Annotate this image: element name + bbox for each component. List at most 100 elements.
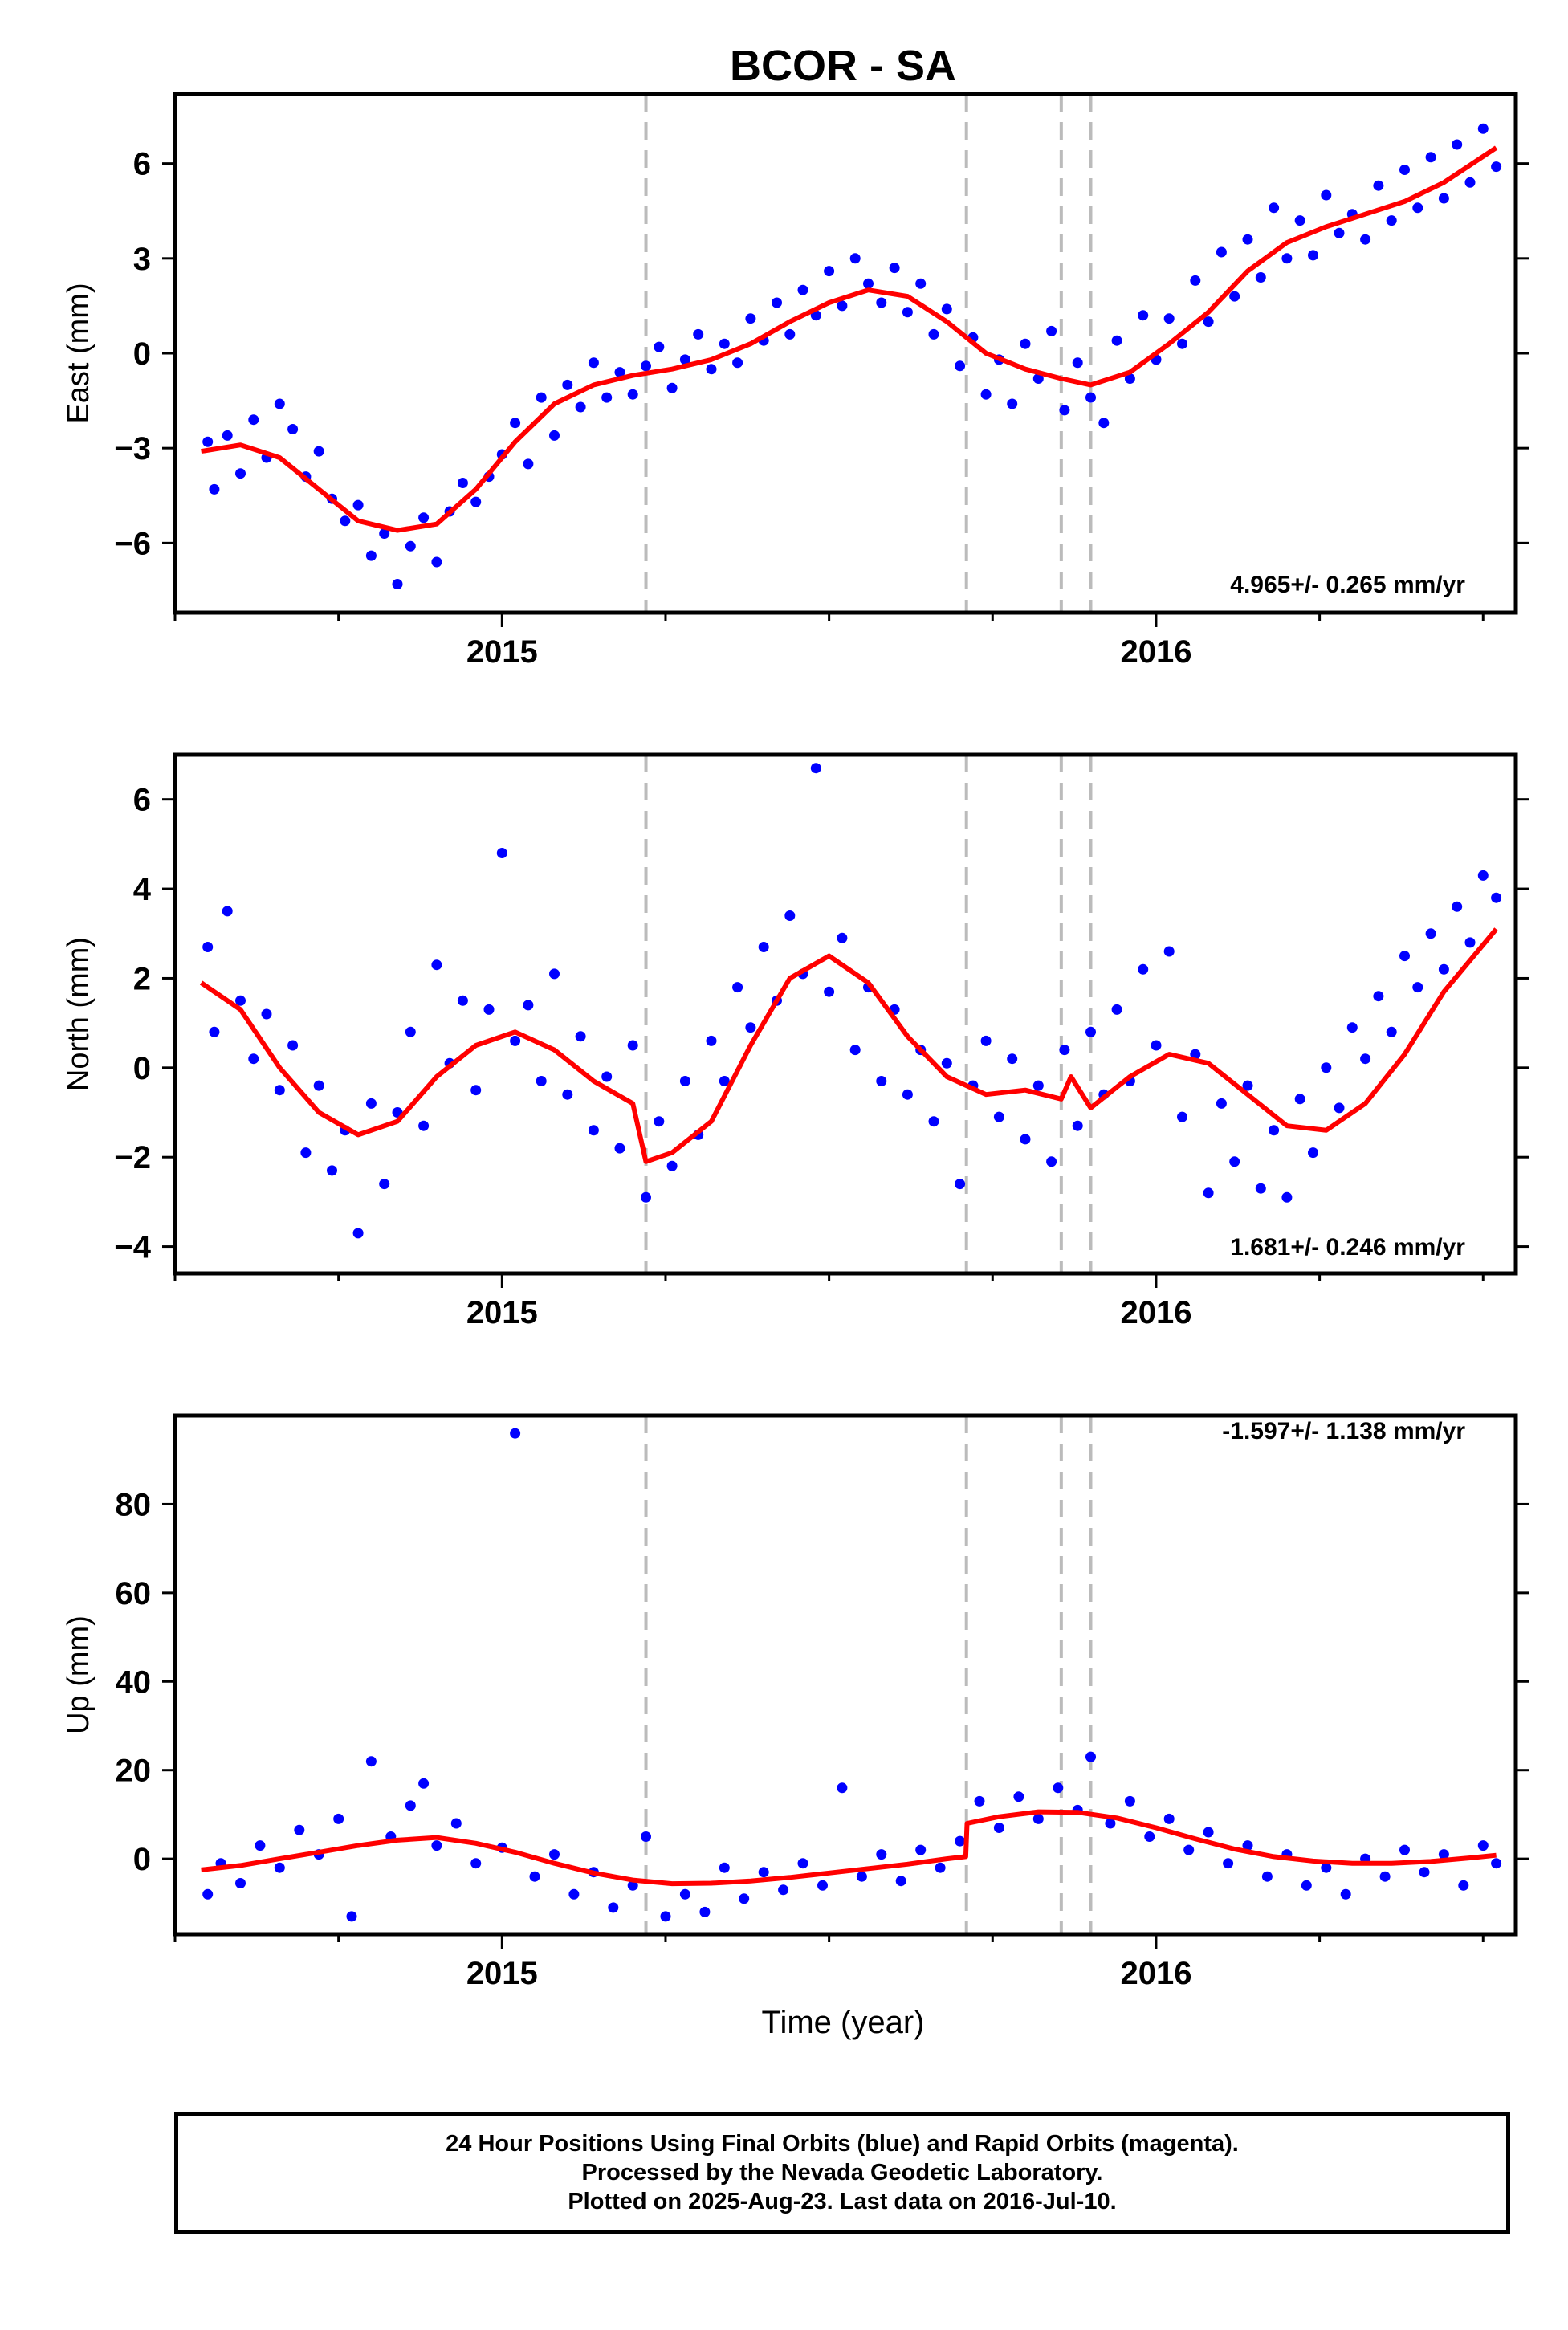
north-point-88 [1346, 1022, 1358, 1033]
north-point-7 [287, 1040, 299, 1051]
east-point-93 [1412, 202, 1423, 214]
up-point-62 [1379, 1871, 1391, 1882]
east-point-36 [666, 382, 678, 393]
north-point-33 [627, 1040, 638, 1051]
north-point-21 [470, 1085, 482, 1096]
north-point-70 [1111, 1004, 1122, 1015]
up-point-68 [1491, 1858, 1502, 1869]
north-y-axis-label: North (mm) [62, 937, 96, 1091]
east-point-81 [1255, 272, 1266, 283]
east-point-71 [1124, 373, 1135, 384]
up-point-45 [1053, 1782, 1064, 1794]
north-point-74 [1163, 946, 1175, 957]
north-point-63 [1020, 1134, 1031, 1145]
east-rate-label: 4.965+/- 0.265 mm/yr [1230, 572, 1465, 598]
up-point-20 [568, 1888, 580, 1900]
east-point-92 [1399, 165, 1410, 175]
east-point-4 [248, 414, 259, 426]
north-model-fit-line [199, 927, 1498, 1164]
up-point-22 [608, 1902, 619, 1913]
north-y-tick-label-5: 6 [133, 783, 151, 818]
up-point-11 [405, 1800, 416, 1811]
north-x-tick-label-0: 2015 [466, 1295, 538, 1330]
north-point-98 [1477, 870, 1489, 881]
north-point-95 [1438, 963, 1449, 975]
north-point-77 [1203, 1187, 1214, 1199]
north-point-83 [1281, 1191, 1293, 1203]
east-model-fit-line [201, 145, 1498, 533]
north-y-tick-label-1: −2 [114, 1140, 151, 1175]
east-point-90 [1373, 180, 1384, 191]
east-plot-frame [173, 92, 1518, 615]
north-point-73 [1151, 1040, 1162, 1051]
east-point-82 [1269, 202, 1280, 214]
north-point-49 [837, 932, 848, 943]
east-point-72 [1138, 310, 1149, 321]
up-rate-label: -1.597+/- 1.138 mm/yr [1222, 1418, 1465, 1444]
east-point-85 [1308, 250, 1318, 261]
east-panel: −6 −3 0 3 6 2015 2016 East (mm) 4.965+/- 0.265 m… [62, 92, 1529, 670]
east-point-12 [352, 499, 364, 511]
north-point-20 [457, 995, 468, 1006]
north-point-62 [1007, 1053, 1018, 1065]
east-x-tick-label-1: 2016 [1120, 634, 1191, 670]
north-panel: −4 −2 0 2 4 6 2015 2016 North (mm) 1.681+/- 0.246… [62, 752, 1529, 1330]
north-point-39 [706, 1035, 717, 1046]
north-point-37 [679, 1076, 690, 1086]
north-point-36 [666, 1160, 678, 1171]
north-point-96 [1452, 901, 1463, 912]
east-point-33 [627, 389, 638, 400]
north-point-42 [745, 1022, 756, 1033]
up-point-42 [993, 1823, 1004, 1833]
east-y-tick-label-1: −3 [114, 431, 151, 466]
east-point-18 [431, 556, 442, 568]
north-point-56 [928, 1116, 939, 1127]
north-point-3 [235, 995, 246, 1006]
up-point-50 [1144, 1831, 1155, 1842]
north-point-82 [1269, 1125, 1280, 1136]
up-y-tick-label-4: 80 [116, 1487, 152, 1522]
north-point-31 [601, 1071, 613, 1082]
east-point-99 [1491, 161, 1502, 173]
up-point-38 [915, 1844, 927, 1855]
north-point-30 [588, 1125, 599, 1136]
east-point-42 [745, 313, 756, 324]
east-point-16 [405, 540, 416, 552]
up-point-27 [699, 1906, 711, 1917]
east-point-87 [1334, 227, 1345, 238]
east-point-46 [797, 284, 808, 295]
east-point-68 [1085, 392, 1096, 403]
up-point-51 [1163, 1813, 1175, 1824]
east-point-89 [1360, 234, 1371, 245]
north-point-10 [327, 1165, 337, 1176]
north-y-tick-label-4: 4 [133, 872, 152, 907]
chart-title: BCOR - SA [730, 42, 956, 90]
footer-line-3: Plotted on 2025-Aug-23. Last data on 201… [568, 2189, 1117, 2214]
north-point-84 [1294, 1094, 1305, 1105]
up-point-64 [1419, 1867, 1430, 1878]
east-point-51 [863, 278, 874, 289]
north-point-90 [1373, 991, 1384, 1002]
east-point-6 [274, 398, 285, 409]
up-point-25 [660, 1911, 671, 1922]
north-point-40 [719, 1076, 730, 1086]
east-point-37 [679, 354, 690, 365]
east-point-29 [575, 401, 586, 413]
north-point-68 [1085, 1026, 1096, 1037]
east-y-axis-label: East (mm) [62, 283, 96, 423]
north-point-14 [379, 1179, 390, 1190]
up-point-19 [549, 1849, 560, 1860]
up-point-63 [1399, 1844, 1410, 1855]
north-point-87 [1334, 1102, 1345, 1114]
north-point-6 [274, 1085, 285, 1096]
east-point-65 [1046, 325, 1057, 336]
east-point-45 [784, 328, 796, 340]
east-point-30 [588, 357, 599, 369]
up-points [202, 1428, 1502, 1922]
north-point-50 [849, 1045, 861, 1056]
x-axis-label: Time (year) [762, 2005, 925, 2040]
up-y-tick-label-0: 0 [133, 1842, 151, 1877]
up-point-52 [1183, 1844, 1195, 1855]
north-point-80 [1242, 1080, 1253, 1091]
